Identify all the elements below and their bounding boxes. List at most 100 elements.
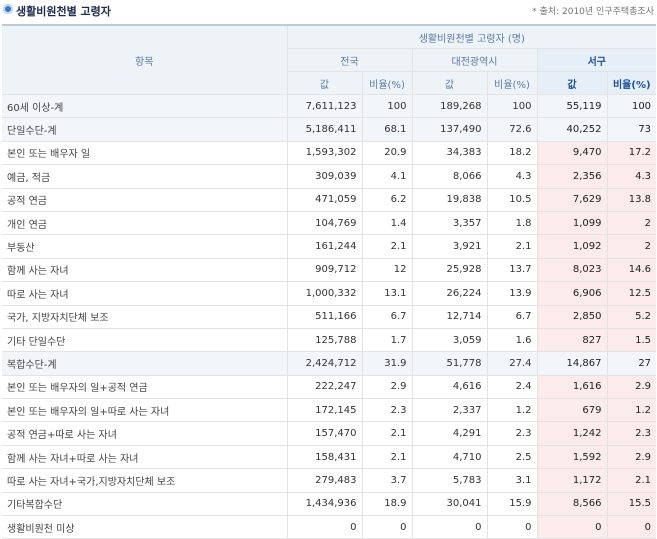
row-label: 따로 사는 자녀 (2, 281, 288, 306)
table-row: 개인 연금 104,769 1.4 3,357 1.8 1,099 2 (2, 211, 657, 236)
daejeon-ratio: 100 (487, 94, 538, 119)
national-ratio: 100 (362, 94, 413, 119)
national-ratio: 1.7 (362, 328, 413, 353)
seogu-value: 40,252 (537, 117, 608, 142)
row-label: 따로 사는 자녀+국가,지방자치단체 보조 (2, 468, 288, 493)
daejeon-ratio: 13.9 (487, 281, 538, 306)
national-value: 172,145 (287, 398, 363, 423)
seogu-value: 1,242 (537, 421, 608, 446)
daejeon-ratio: 1.2 (487, 398, 538, 423)
daejeon-value: 3,921 (412, 234, 488, 259)
seogu-ratio: 2.3 (607, 421, 657, 446)
national-value: 279,483 (287, 468, 363, 493)
table-row: 함께 사는 자녀 909,712 12 25,928 13.7 8,023 14.6 (2, 258, 657, 283)
seogu-ratio: 73 (607, 117, 657, 142)
national-ratio: 31.9 (362, 351, 413, 376)
table-row: 본인 또는 배우자의 일+따로 사는 자녀 172,145 2.3 2,337 1.2 6… (2, 398, 657, 423)
table-row: 복합수단-계 2,424,712 31.9 51,778 27.4 14,867 27 (2, 351, 657, 376)
table-row: 기타복합수단 1,434,936 18.9 30,041 15.9 8,566 15.5 (2, 492, 657, 517)
row-label: 본인 또는 배우자의 일+공적 연금 (2, 375, 288, 400)
daejeon-ratio: 10.5 (487, 188, 538, 212)
daejeon-ratio: 0 (487, 515, 538, 539)
national-ratio: 2.3 (362, 398, 413, 423)
daejeon-ratio: 4.3 (487, 164, 538, 189)
national-ratio: 2.1 (362, 234, 413, 259)
row-label: 복합수단-계 (2, 351, 288, 376)
seogu-ratio: 14.6 (607, 258, 657, 283)
daejeon-value: 4,710 (412, 445, 488, 470)
national-value: 104,769 (287, 211, 363, 236)
national-value: 5,186,411 (287, 117, 363, 142)
header-ratio: 비율(%) (487, 71, 538, 95)
seogu-value: 1,099 (537, 211, 608, 236)
table-row: 생활비원천 미상 0 0 0 0 0 0 (2, 515, 657, 539)
daejeon-value: 137,490 (412, 117, 488, 142)
row-label: 생활비원천 미상 (2, 515, 288, 539)
daejeon-ratio: 13.7 (487, 258, 538, 283)
daejeon-value: 4,616 (412, 375, 488, 400)
national-value: 1,593,302 (287, 141, 363, 166)
seogu-ratio: 17.2 (607, 141, 657, 166)
seogu-ratio: 15.5 (607, 492, 657, 517)
national-ratio: 2.1 (362, 421, 413, 446)
seogu-value: 2,356 (537, 164, 608, 189)
header-value: 값 (537, 71, 608, 95)
row-label: 함께 사는 자녀 (2, 258, 288, 283)
national-ratio: 4.1 (362, 164, 413, 189)
national-ratio: 2.1 (362, 445, 413, 470)
daejeon-ratio: 2.1 (487, 234, 538, 259)
seogu-value: 679 (537, 398, 608, 423)
row-label: 본인 또는 배우자의 일+따로 사는 자녀 (2, 398, 288, 423)
daejeon-ratio: 2.3 (487, 421, 538, 446)
header-region-national: 전국 (287, 48, 413, 72)
daejeon-value: 12,714 (412, 305, 488, 329)
header-value: 값 (287, 71, 363, 95)
national-value: 2,424,712 (287, 351, 363, 376)
seogu-value: 8,566 (537, 492, 608, 517)
table-row: 따로 사는 자녀 1,000,332 13.1 26,224 13.9 6,906 12.5 (2, 281, 657, 306)
daejeon-ratio: 2.5 (487, 445, 538, 470)
table-row: 부동산 161,244 2.1 3,921 2.1 1,092 2 (2, 234, 657, 259)
row-label: 예금, 적금 (2, 164, 288, 189)
daejeon-ratio: 2.4 (487, 375, 538, 400)
row-label: 부동산 (2, 234, 288, 259)
seogu-value: 1,592 (537, 445, 608, 470)
seogu-value: 1,616 (537, 375, 608, 400)
table-row: 기타 단일수단 125,788 1.7 3,059 1.6 827 1.5 (2, 328, 657, 353)
header-region-daejeon: 대전광역시 (412, 48, 538, 72)
daejeon-value: 26,224 (412, 281, 488, 306)
row-label: 공적 연금+따로 사는 자녀 (2, 421, 288, 446)
seogu-value: 2,850 (537, 305, 608, 329)
national-ratio: 18.9 (362, 492, 413, 517)
daejeon-value: 34,383 (412, 141, 488, 166)
national-ratio: 0 (362, 515, 413, 539)
national-value: 1,434,936 (287, 492, 363, 517)
seogu-value: 55,119 (537, 94, 608, 119)
seogu-value: 827 (537, 328, 608, 353)
national-ratio: 68.1 (362, 117, 413, 142)
seogu-ratio: 2.9 (607, 445, 657, 470)
table-row: 본인 또는 배우자 일 1,593,302 20.9 34,383 18.2 9,470 1… (2, 141, 657, 166)
table-row: 함께 사는 자녀+따로 사는 자녀 158,431 2.1 4,710 2.5 1,592… (2, 445, 657, 470)
daejeon-value: 3,059 (412, 328, 488, 353)
national-value: 157,470 (287, 421, 363, 446)
table-row: 60세 이상-계 7,611,123 100 189,268 100 55,119 100 (2, 94, 657, 119)
national-ratio: 1.4 (362, 211, 413, 236)
daejeon-value: 19,838 (412, 188, 488, 212)
title-bar: 생활비원천별 고령자 * 출처: 2010년 인구주택총조사 (0, 0, 657, 20)
seogu-ratio: 100 (607, 94, 657, 119)
seogu-ratio: 0 (607, 515, 657, 539)
daejeon-value: 8,066 (412, 164, 488, 189)
daejeon-value: 3,357 (412, 211, 488, 236)
daejeon-ratio: 18.2 (487, 141, 538, 166)
daejeon-ratio: 6.7 (487, 305, 538, 329)
page-title: 생활비원천별 고령자 (16, 5, 111, 18)
row-label: 단일수단-계 (2, 117, 288, 142)
national-value: 309,039 (287, 164, 363, 189)
row-label: 60세 이상-계 (2, 94, 288, 119)
header-group: 생활비원천별 고령자 (명) (287, 24, 657, 49)
national-value: 158,431 (287, 445, 363, 470)
daejeon-value: 5,783 (412, 468, 488, 493)
seogu-ratio: 2.9 (607, 375, 657, 400)
